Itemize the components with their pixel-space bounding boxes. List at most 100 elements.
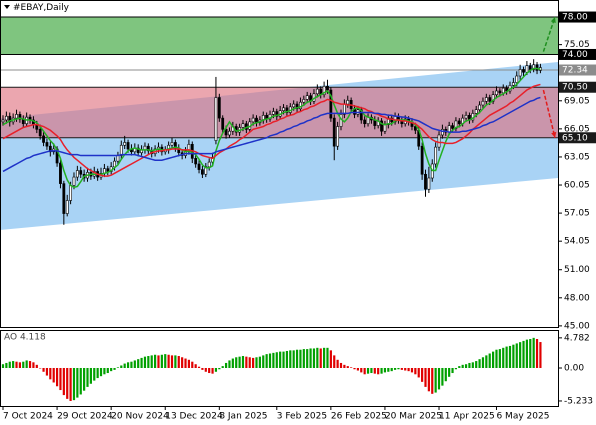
candle-body bbox=[346, 100, 350, 105]
candle-body bbox=[474, 109, 478, 114]
ao-bar bbox=[164, 354, 167, 368]
candle-body bbox=[194, 158, 198, 165]
ao-bar bbox=[498, 349, 501, 368]
ao-bar bbox=[133, 360, 136, 368]
ao-bar bbox=[366, 367, 370, 374]
ao-bar bbox=[96, 367, 99, 379]
ao-bar bbox=[49, 367, 52, 380]
ao-bar bbox=[86, 367, 89, 387]
ao-bar bbox=[282, 351, 285, 368]
y-tick-label: 57.05 bbox=[564, 209, 590, 219]
ao-bar bbox=[204, 367, 207, 372]
ao-bar bbox=[42, 367, 45, 372]
ao-bar bbox=[272, 352, 275, 368]
ao-bar bbox=[336, 359, 339, 368]
candle-body bbox=[221, 117, 225, 130]
x-tick-label: 11 Apr 2025 bbox=[439, 412, 495, 422]
level-label-box bbox=[559, 48, 596, 60]
ao-bar bbox=[302, 349, 305, 368]
ao-bar bbox=[224, 362, 228, 368]
ao-bar bbox=[434, 367, 437, 393]
candle-body bbox=[427, 177, 431, 190]
candle-body bbox=[241, 123, 245, 128]
candle-body bbox=[136, 147, 140, 154]
ao-bar bbox=[83, 367, 86, 391]
ao-bar bbox=[12, 361, 15, 368]
ao-bar bbox=[265, 354, 268, 368]
moving-average bbox=[2, 96, 541, 173]
candle-body bbox=[116, 155, 120, 162]
zone bbox=[0, 17, 558, 55]
ao-bar bbox=[116, 367, 120, 368]
ao-bar bbox=[160, 354, 163, 368]
ao-bar bbox=[130, 361, 133, 368]
ao-bar bbox=[194, 364, 197, 368]
candle-body bbox=[4, 115, 8, 121]
ao-bar bbox=[18, 362, 21, 368]
candle-body bbox=[275, 111, 279, 117]
moving-average bbox=[2, 83, 541, 177]
ao-bar bbox=[8, 361, 11, 368]
candle-body bbox=[228, 130, 231, 136]
y-tick-label: 48.00 bbox=[564, 293, 590, 303]
candle-body bbox=[72, 176, 76, 186]
ao-bar bbox=[451, 367, 454, 374]
ao-bar bbox=[221, 366, 224, 368]
ao-bar bbox=[444, 367, 447, 382]
candle-body bbox=[59, 162, 62, 184]
ao-bar bbox=[214, 367, 218, 372]
x-tick-label: 26 Feb 2025 bbox=[331, 412, 387, 422]
ao-bar bbox=[448, 367, 451, 377]
candle-body bbox=[8, 115, 12, 123]
candle-body bbox=[207, 161, 211, 168]
candle-body bbox=[440, 129, 444, 136]
ao-bar bbox=[393, 367, 397, 370]
y-tick-label: 54.05 bbox=[564, 237, 590, 247]
ao-bar bbox=[201, 367, 204, 370]
candle-body bbox=[251, 117, 255, 123]
ao-bar bbox=[468, 362, 471, 368]
y-tick-label: -5.233 bbox=[564, 396, 593, 406]
ao-bar bbox=[174, 355, 177, 368]
ao-bar bbox=[492, 351, 495, 368]
candle-body bbox=[488, 97, 492, 102]
candle-body bbox=[522, 69, 525, 73]
candle-body bbox=[518, 69, 522, 77]
candle-body bbox=[329, 89, 333, 119]
ao-bar bbox=[66, 367, 69, 399]
ao-bar bbox=[343, 364, 346, 368]
ao-bar bbox=[326, 347, 329, 368]
candle-body bbox=[413, 126, 417, 131]
candle-body bbox=[383, 124, 387, 132]
candle-body bbox=[282, 107, 285, 111]
candle-body bbox=[214, 97, 218, 141]
candle-body bbox=[62, 183, 66, 214]
ao-bar bbox=[363, 367, 366, 375]
ao-bar bbox=[380, 367, 383, 374]
ao-bar bbox=[421, 367, 424, 382]
ao-bar bbox=[512, 344, 515, 368]
arrow-head bbox=[551, 131, 557, 138]
ao-bar bbox=[110, 367, 113, 372]
candle-body bbox=[224, 129, 228, 136]
y-tick-label: 51.00 bbox=[564, 265, 590, 275]
price-panel-frame bbox=[0, 0, 559, 328]
candle-body bbox=[79, 170, 83, 175]
ao-bar bbox=[495, 349, 498, 368]
ao-bar bbox=[285, 350, 289, 368]
ao-bar bbox=[529, 339, 532, 368]
ao-bar bbox=[461, 364, 464, 368]
ao-bar bbox=[208, 367, 211, 374]
ao-bar bbox=[356, 367, 359, 371]
candle-body bbox=[292, 103, 296, 108]
ao-bar bbox=[390, 367, 393, 372]
x-tick-label: 29 Oct 2024 bbox=[57, 412, 113, 422]
ao-bar bbox=[508, 345, 512, 368]
ao-bar bbox=[404, 367, 407, 371]
x-tick-label: 8 Jan 2025 bbox=[219, 412, 267, 422]
ao-bar bbox=[28, 361, 32, 368]
ao-bar bbox=[441, 367, 444, 386]
candle-body bbox=[69, 185, 73, 201]
ao-bar bbox=[535, 339, 539, 368]
ao-bar bbox=[55, 367, 59, 387]
